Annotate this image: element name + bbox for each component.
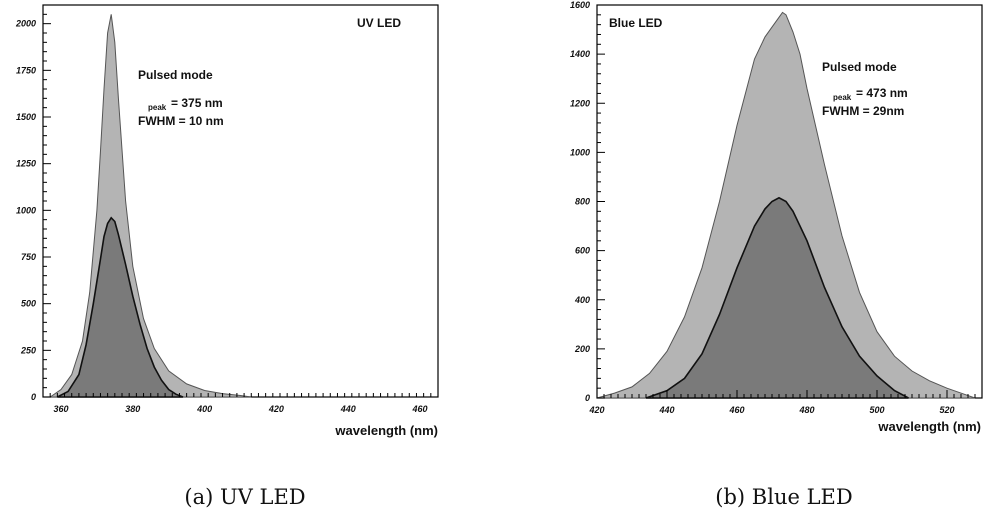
axis-ticks-uv [42,4,439,398]
y-tick-label-blue: 1400 [570,49,590,59]
y-tick-label-blue: 1000 [570,147,590,157]
series-areas-uv [48,14,252,398]
x-axis-title-uv: wavelength (nm) [334,423,438,438]
annotation-mode-uv: Pulsed mode [138,68,213,82]
y-tick-label-uv: 500 [21,299,36,309]
y-tick-labels-blue: 0 200 400 600 800 1000 1200 1400 1600 [570,0,590,403]
y-tick-label-uv: 1750 [16,65,36,75]
series-blue-2-area [645,196,909,399]
x-tick-label-uv: 440 [340,404,356,414]
x-tick-label-blue: 420 [588,405,604,415]
x-tick-label-blue: 480 [798,405,814,415]
y-tick-label-blue: 0 [585,393,590,403]
x-tick-label-uv: 460 [412,404,428,414]
x-tick-label-uv: 420 [268,404,284,414]
annotation-fwhm-uv: FWHM = 10 nm [138,114,224,128]
annotation-peak-sub-blue: peak [833,93,852,102]
caption-uv: (a) UV LED [184,485,305,509]
x-tick-label-blue: 440 [658,405,674,415]
y-tick-label-blue: 200 [574,344,590,354]
x-tick-label-blue: 520 [939,405,954,415]
y-tick-label-uv: 2000 [15,19,36,29]
x-tick-labels-blue: 420 440 460 480 500 520 [588,405,954,415]
chart-title-uv: UV LED [357,16,401,30]
y-tick-label-uv: 1000 [16,205,36,215]
annotation-mode-blue: Pulsed mode [822,60,897,74]
y-tick-labels-uv: 0 250 500 750 1000 1250 1500 1750 2000 [15,19,36,402]
x-tick-label-blue: 460 [728,405,744,415]
y-tick-label-blue: 1200 [570,98,590,108]
y-tick-label-blue: 1600 [570,0,590,10]
series-uv-2-area [57,216,184,398]
annotation-peak-sub-uv: peak [148,103,167,112]
x-tick-labels-uv: 360 380 400 420 440 460 [53,404,427,414]
series-areas-blue [596,11,976,399]
y-tick-label-uv: 0 [31,392,36,402]
y-tick-label-uv: 250 [20,345,36,355]
y-tick-label-uv: 1500 [16,112,36,122]
y-tick-label-blue: 800 [575,197,590,207]
y-tick-label-blue: 400 [574,295,590,305]
y-tick-label-uv: 1250 [16,159,36,169]
x-tick-label-blue: 500 [869,405,884,415]
x-tick-label-uv: 360 [53,404,68,414]
x-tick-label-uv: 400 [196,404,212,414]
axis-ticks-blue [596,4,983,399]
x-tick-label-uv: 380 [125,404,140,414]
chart-uv-led: 0 250 500 750 1000 1250 1500 1750 2000 360 380 400… [15,4,439,509]
annotation-fwhm-blue: FWHM = 29nm [822,104,904,118]
chart-title-blue: Blue LED [609,16,663,30]
x-axis-title-blue: wavelength (nm) [877,419,981,434]
y-tick-label-uv: 750 [21,252,36,262]
annotation-peak-uv: = 375 nm [171,96,223,110]
annotation-peak-blue: = 473 nm [856,86,908,100]
y-tick-label-blue: 600 [575,246,590,256]
caption-blue: (b) Blue LED [715,485,852,509]
